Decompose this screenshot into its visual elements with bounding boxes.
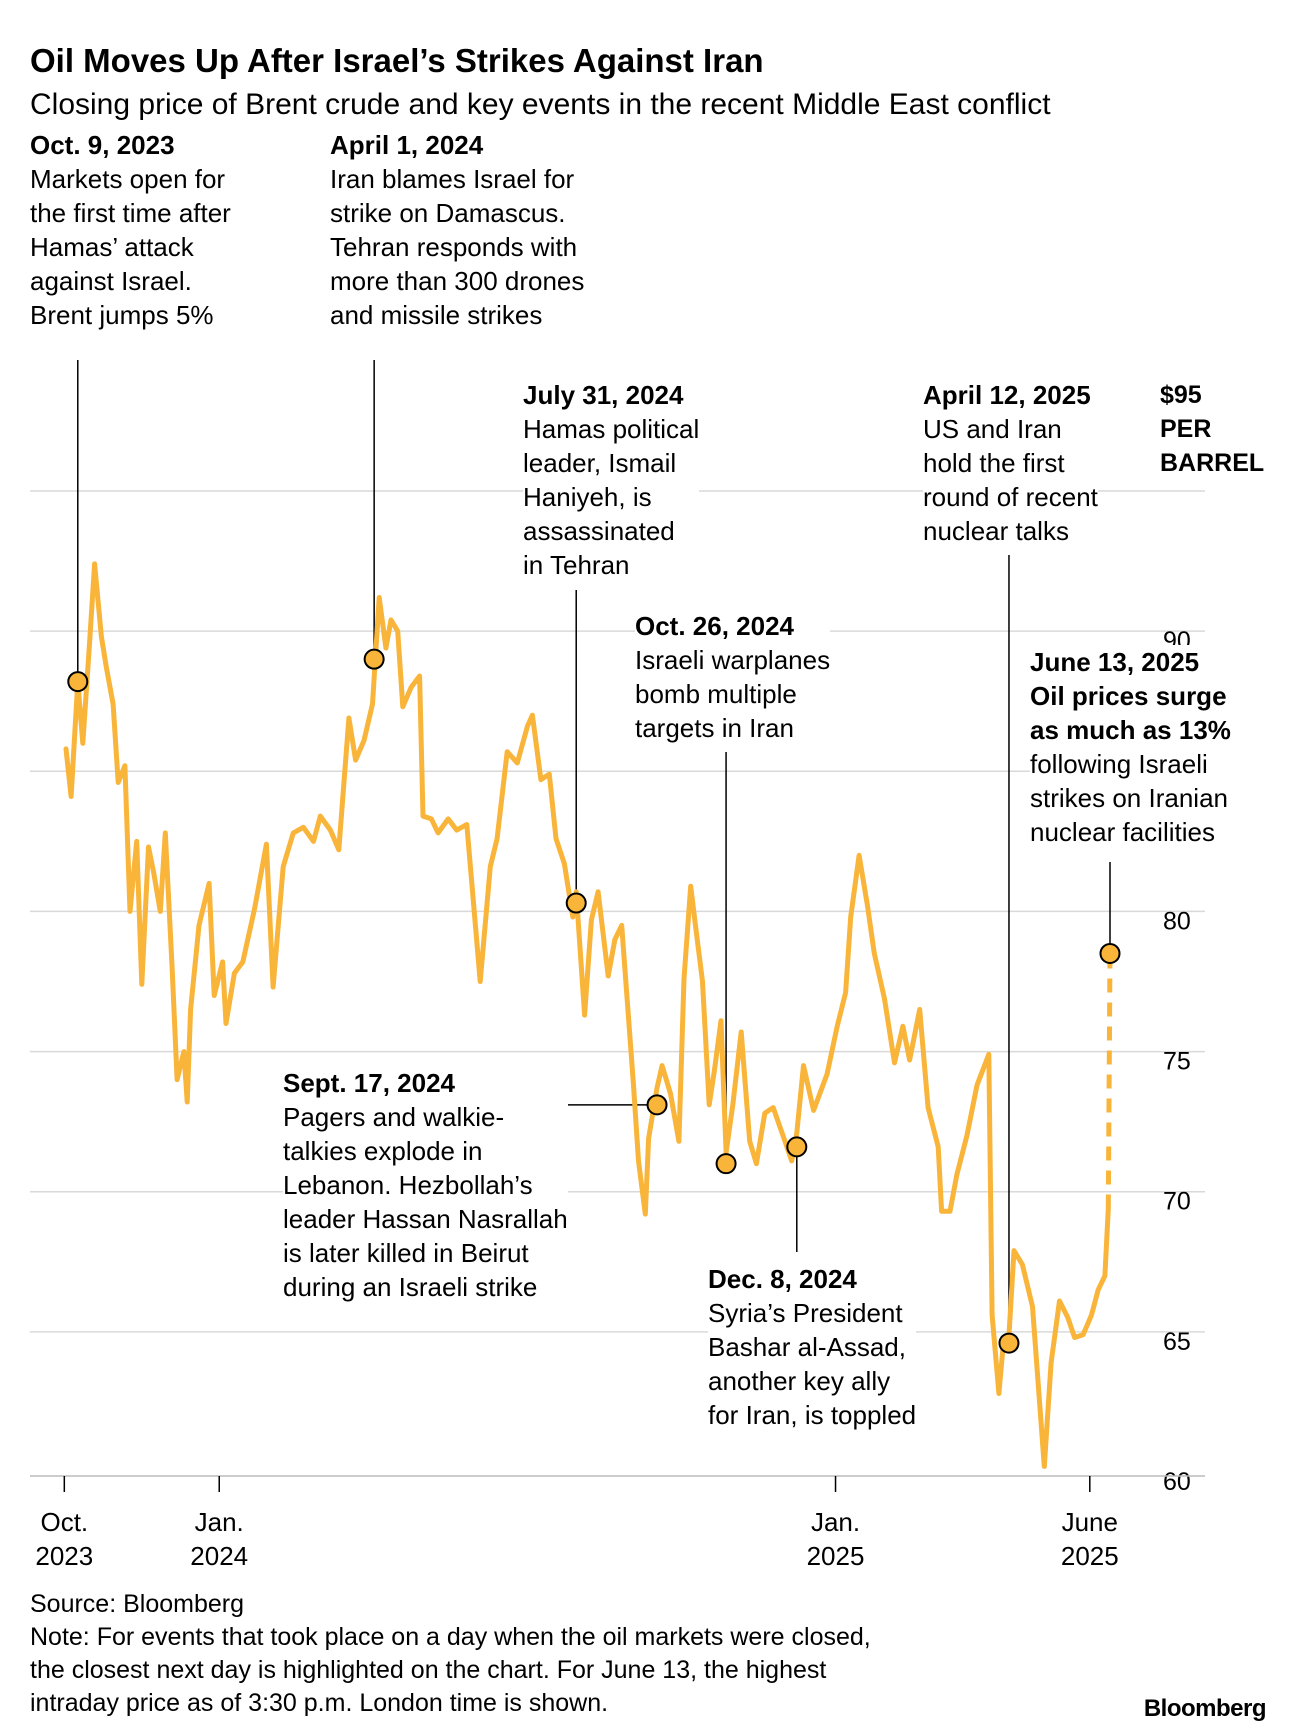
x-tick-label: 2025 [1061, 1541, 1119, 1571]
x-tick-label: Oct. [40, 1507, 88, 1537]
annotation-line: assassinated [523, 516, 675, 546]
annotation-july-31-2024: July 31, 2024 Hamas political leader, Is… [523, 378, 700, 582]
event-marker [786, 1136, 808, 1158]
unit-price: $95 [1160, 381, 1202, 409]
annotation-line: leader Hassan Nasrallah [283, 1204, 568, 1234]
annotation-line: Markets open for [30, 164, 226, 194]
y-tick-label: 75 [1163, 1048, 1191, 1076]
annotation-date: Oct. 9, 2023 [30, 130, 175, 160]
x-tick-label: 2023 [35, 1541, 93, 1571]
annotation-line: Israeli warplanes [635, 645, 831, 675]
annotation-line: another key ally [708, 1366, 891, 1396]
annotation-line: Brent jumps 5% [30, 300, 214, 330]
annotation-april-12-2025: April 12, 2025 US and Iran hold the firs… [923, 378, 1098, 548]
annotation-sept-17-2024: Sept. 17, 2024 Pagers and walkie- talkie… [283, 1066, 568, 1304]
annotation-highlight: Oil prices surge [1030, 681, 1227, 711]
intraday-dashed-line [1105, 953, 1113, 1209]
event-marker [998, 1332, 1020, 1354]
event-marker [1099, 942, 1121, 964]
annotation-line: Hamas’ attack [30, 232, 194, 262]
annotation-line: strike on Damascus. [330, 198, 566, 228]
annotation-line: Bashar al-Assad, [708, 1332, 906, 1362]
event-marker [67, 671, 89, 693]
chart-subtitle: Closing price of Brent crude and key eve… [30, 88, 1051, 121]
annotation-line: Lebanon. Hezbollah’s [283, 1170, 533, 1200]
annotation-line: bomb multiple [635, 679, 797, 709]
annotation-date: June 13, 2025 [1030, 647, 1200, 677]
annotation-april-1-2024: April 1, 2024 Iran blames Israel for str… [330, 128, 585, 332]
annotation-highlight: as much as 13% [1030, 715, 1231, 745]
annotation-line: is later killed in Beirut [283, 1238, 529, 1268]
annotation-line: nuclear talks [923, 516, 1069, 546]
annotation-line: targets in Iran [635, 713, 794, 743]
annotation-line: the first time after [30, 198, 231, 228]
annotation-line: US and Iran [923, 414, 1062, 444]
y-axis-unit-label: $95 PER BARREL [1160, 378, 1264, 480]
annotation-line: and missile strikes [330, 300, 543, 330]
annotation-line: Hamas political [523, 414, 700, 444]
x-tick-label: 2024 [190, 1541, 248, 1571]
bloomberg-logo: Bloomberg [1143, 1695, 1267, 1722]
event-marker [363, 648, 385, 670]
x-axis: Oct. 2023 Jan. 2024 Jan. 2025 June 2025 [30, 1475, 1205, 1571]
annotation-line: during an Israeli strike [283, 1272, 538, 1302]
chart-title: Oil Moves Up After Israel’s Strikes Agai… [30, 42, 764, 79]
footnote-line: the closest next day is highlighted on t… [30, 1656, 827, 1684]
annotation-line: Syria’s President [708, 1298, 903, 1328]
footnote-line: Note: For events that took place on a da… [30, 1623, 871, 1651]
event-marker [646, 1094, 668, 1116]
annotation-line: strikes on Iranian [1030, 783, 1228, 813]
annotation-june-13-2025: June 13, 2025 Oil prices surge as much a… [1030, 645, 1231, 849]
y-tick-label: 70 [1163, 1188, 1191, 1216]
annotation-line: round of recent [923, 482, 1098, 512]
annotation-date: Dec. 8, 2024 [708, 1264, 857, 1294]
x-tick-label: June [1062, 1507, 1118, 1537]
y-tick-label: 60 [1163, 1468, 1191, 1496]
annotation-line: nuclear facilities [1030, 817, 1215, 847]
annotation-line: in Tehran [523, 550, 630, 580]
unit-per: PER [1160, 415, 1212, 443]
event-markers [67, 648, 1121, 1354]
x-tick-label: Jan. [195, 1507, 244, 1537]
annotation-line: Pagers and walkie- [283, 1102, 505, 1132]
x-tick-label: 2025 [807, 1541, 865, 1571]
annotation-line: Iran blames Israel for [330, 164, 575, 194]
annotation-line: Haniyeh, is [523, 482, 652, 512]
y-tick-label: 80 [1163, 907, 1191, 935]
price-series [63, 561, 1113, 1469]
annotation-dec-8-2024: Dec. 8, 2024 Syria’s President Bashar al… [708, 1262, 917, 1432]
footnote-line: intraday price as of 3:30 p.m. London ti… [30, 1689, 609, 1717]
annotation-date: Sept. 17, 2024 [283, 1068, 455, 1098]
annotation-date: Oct. 26, 2024 [635, 611, 794, 641]
event-marker [565, 892, 587, 914]
y-tick-label: 65 [1163, 1328, 1191, 1356]
annotation-line: following Israeli [1030, 749, 1208, 779]
annotation-line: hold the first [923, 448, 1065, 478]
grid-lines [30, 490, 1205, 1333]
annotation-date: July 31, 2024 [523, 380, 684, 410]
annotation-oct-9-2023: Oct. 9, 2023 Markets open for the first … [30, 128, 231, 332]
annotation-line: for Iran, is toppled [708, 1400, 917, 1430]
annotation-line: talkies explode in [283, 1136, 483, 1166]
annotation-line: against Israel. [30, 266, 192, 296]
annotation-line: leader, Ismail [523, 448, 677, 478]
annotation-date: April 12, 2025 [923, 380, 1091, 410]
event-marker [715, 1153, 737, 1175]
annotation-oct-26-2024: Oct. 26, 2024 Israeli warplanes bomb mul… [635, 609, 831, 745]
source-note: Source: Bloomberg [30, 1590, 245, 1618]
unit-barrel: BARREL [1160, 449, 1265, 477]
annotation-line: more than 300 drones [330, 266, 585, 296]
x-tick-label: Jan. [811, 1507, 860, 1537]
annotation-line: Tehran responds with [330, 232, 578, 262]
brent-price-line [63, 561, 1111, 1469]
annotation-date: April 1, 2024 [330, 130, 484, 160]
